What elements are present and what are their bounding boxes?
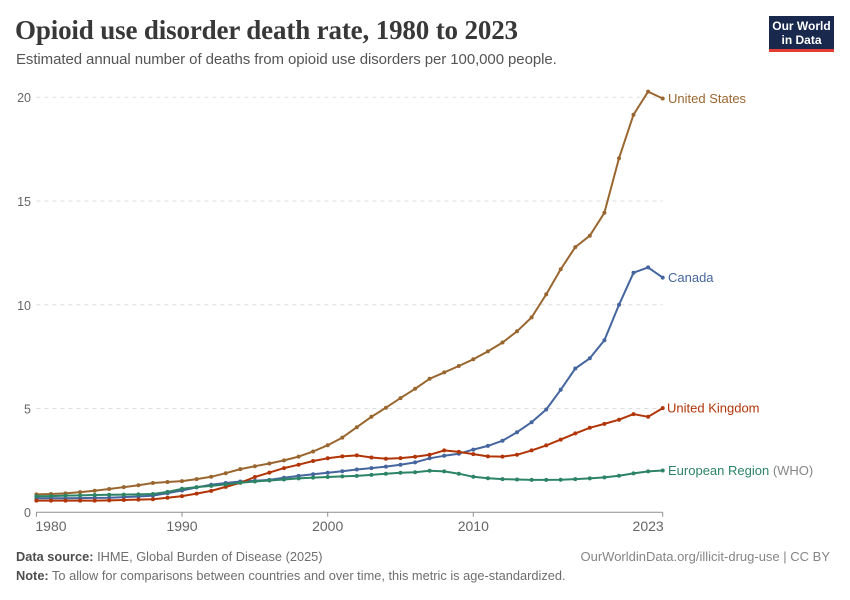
svg-text:1990: 1990 [166, 518, 197, 534]
svg-text:5: 5 [24, 403, 31, 417]
svg-text:United Kingdom: United Kingdom [667, 401, 760, 416]
svg-text:0: 0 [24, 506, 31, 520]
svg-text:United States: United States [668, 91, 747, 106]
svg-text:2023: 2023 [633, 518, 664, 534]
svg-text:10: 10 [17, 299, 31, 313]
svg-text:15: 15 [17, 195, 31, 209]
svg-text:20: 20 [17, 91, 31, 105]
svg-text:Canada: Canada [668, 270, 714, 285]
svg-text:1980: 1980 [35, 518, 66, 534]
svg-text:European Region (WHO): European Region (WHO) [668, 463, 813, 478]
svg-text:2010: 2010 [458, 518, 489, 534]
svg-text:2000: 2000 [312, 518, 343, 534]
